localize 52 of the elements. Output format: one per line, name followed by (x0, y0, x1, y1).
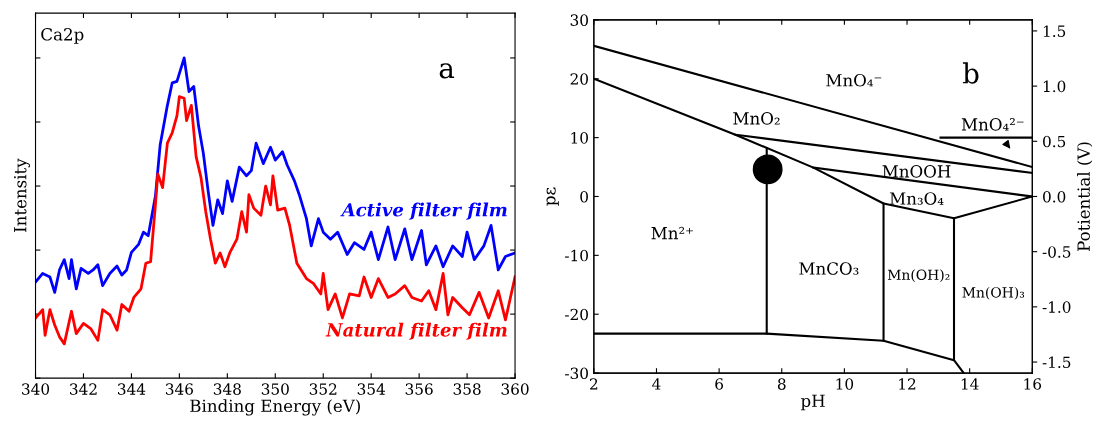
annotation: MnCO₃ (799, 262, 859, 275)
y-tick-label: 0 (580, 190, 588, 203)
y-tick-label: 20 (570, 73, 588, 85)
y-tick-label: -10 (565, 249, 588, 262)
y2-tick-label: 0.5 (1043, 135, 1066, 148)
x-tick-label: 6 (715, 378, 724, 390)
y2-tick-label: -1.0 (1042, 301, 1071, 313)
y-tick-label: -30 (565, 367, 588, 380)
y-axis-title: pε (546, 187, 559, 206)
x-tick-label: 348 (213, 383, 241, 395)
annotation: MnO₄⁻ (826, 73, 882, 87)
text: Ca2p (41, 28, 84, 44)
annotation: MnOOH (882, 165, 951, 178)
x-tick-label: 10 (836, 378, 854, 390)
x-tick-label: 350 (261, 383, 289, 395)
y2-tick-label: -1.5 (1042, 356, 1071, 369)
x-tick-label: 358 (453, 383, 481, 395)
x-axis-title: Binding Energy (eV) (190, 399, 360, 416)
y-axis-title: Intensity (14, 158, 30, 233)
x-tick-label: 360 (501, 383, 529, 395)
x-tick-label: 12 (899, 378, 916, 390)
annotation: Mn₃O₄ (889, 192, 944, 205)
x-tick-label: 16 (1024, 378, 1042, 390)
y2-tick-label: -0.5 (1042, 246, 1071, 258)
x-tick-label: 354 (357, 383, 385, 395)
series-label: Natural filter film (325, 322, 507, 340)
x-axis-title: pH (800, 394, 825, 411)
y-tick-label: 30 (570, 14, 588, 26)
annotation: b (962, 62, 979, 84)
x-tick-label: 342 (70, 383, 97, 395)
x-tick-label: 352 (309, 383, 337, 395)
x-tick-label: 4 (652, 378, 661, 390)
annotation: Mn²⁺ (651, 226, 693, 240)
y2-axis-title: Potiential (V) (1077, 142, 1093, 251)
annotation: MnO₂ (733, 112, 780, 125)
x-tick-label: 346 (165, 383, 193, 395)
y2-tick-label: 1.5 (1043, 25, 1066, 37)
x-tick-label: 14 (961, 378, 979, 390)
y2-tick-label: 1.0 (1043, 80, 1066, 93)
x-tick-label: 344 (118, 383, 146, 395)
y-tick-label: 10 (571, 132, 588, 144)
annotation: Mn(OH)₂ (887, 269, 950, 282)
y-tick-label: -20 (565, 308, 588, 321)
x-tick-label: 356 (405, 383, 433, 395)
annotation: a (439, 63, 455, 79)
x-tick-label: 2 (590, 378, 598, 390)
annotation: Mn(OH)₃ (962, 286, 1025, 300)
x-tick-label: 340 (22, 383, 50, 395)
x-tick-label: 8 (777, 378, 786, 390)
annotation: MnO₄²⁻ (961, 118, 1024, 131)
y2-tick-label: 0.0 (1043, 190, 1066, 203)
series-label: Active filter film (340, 202, 507, 220)
